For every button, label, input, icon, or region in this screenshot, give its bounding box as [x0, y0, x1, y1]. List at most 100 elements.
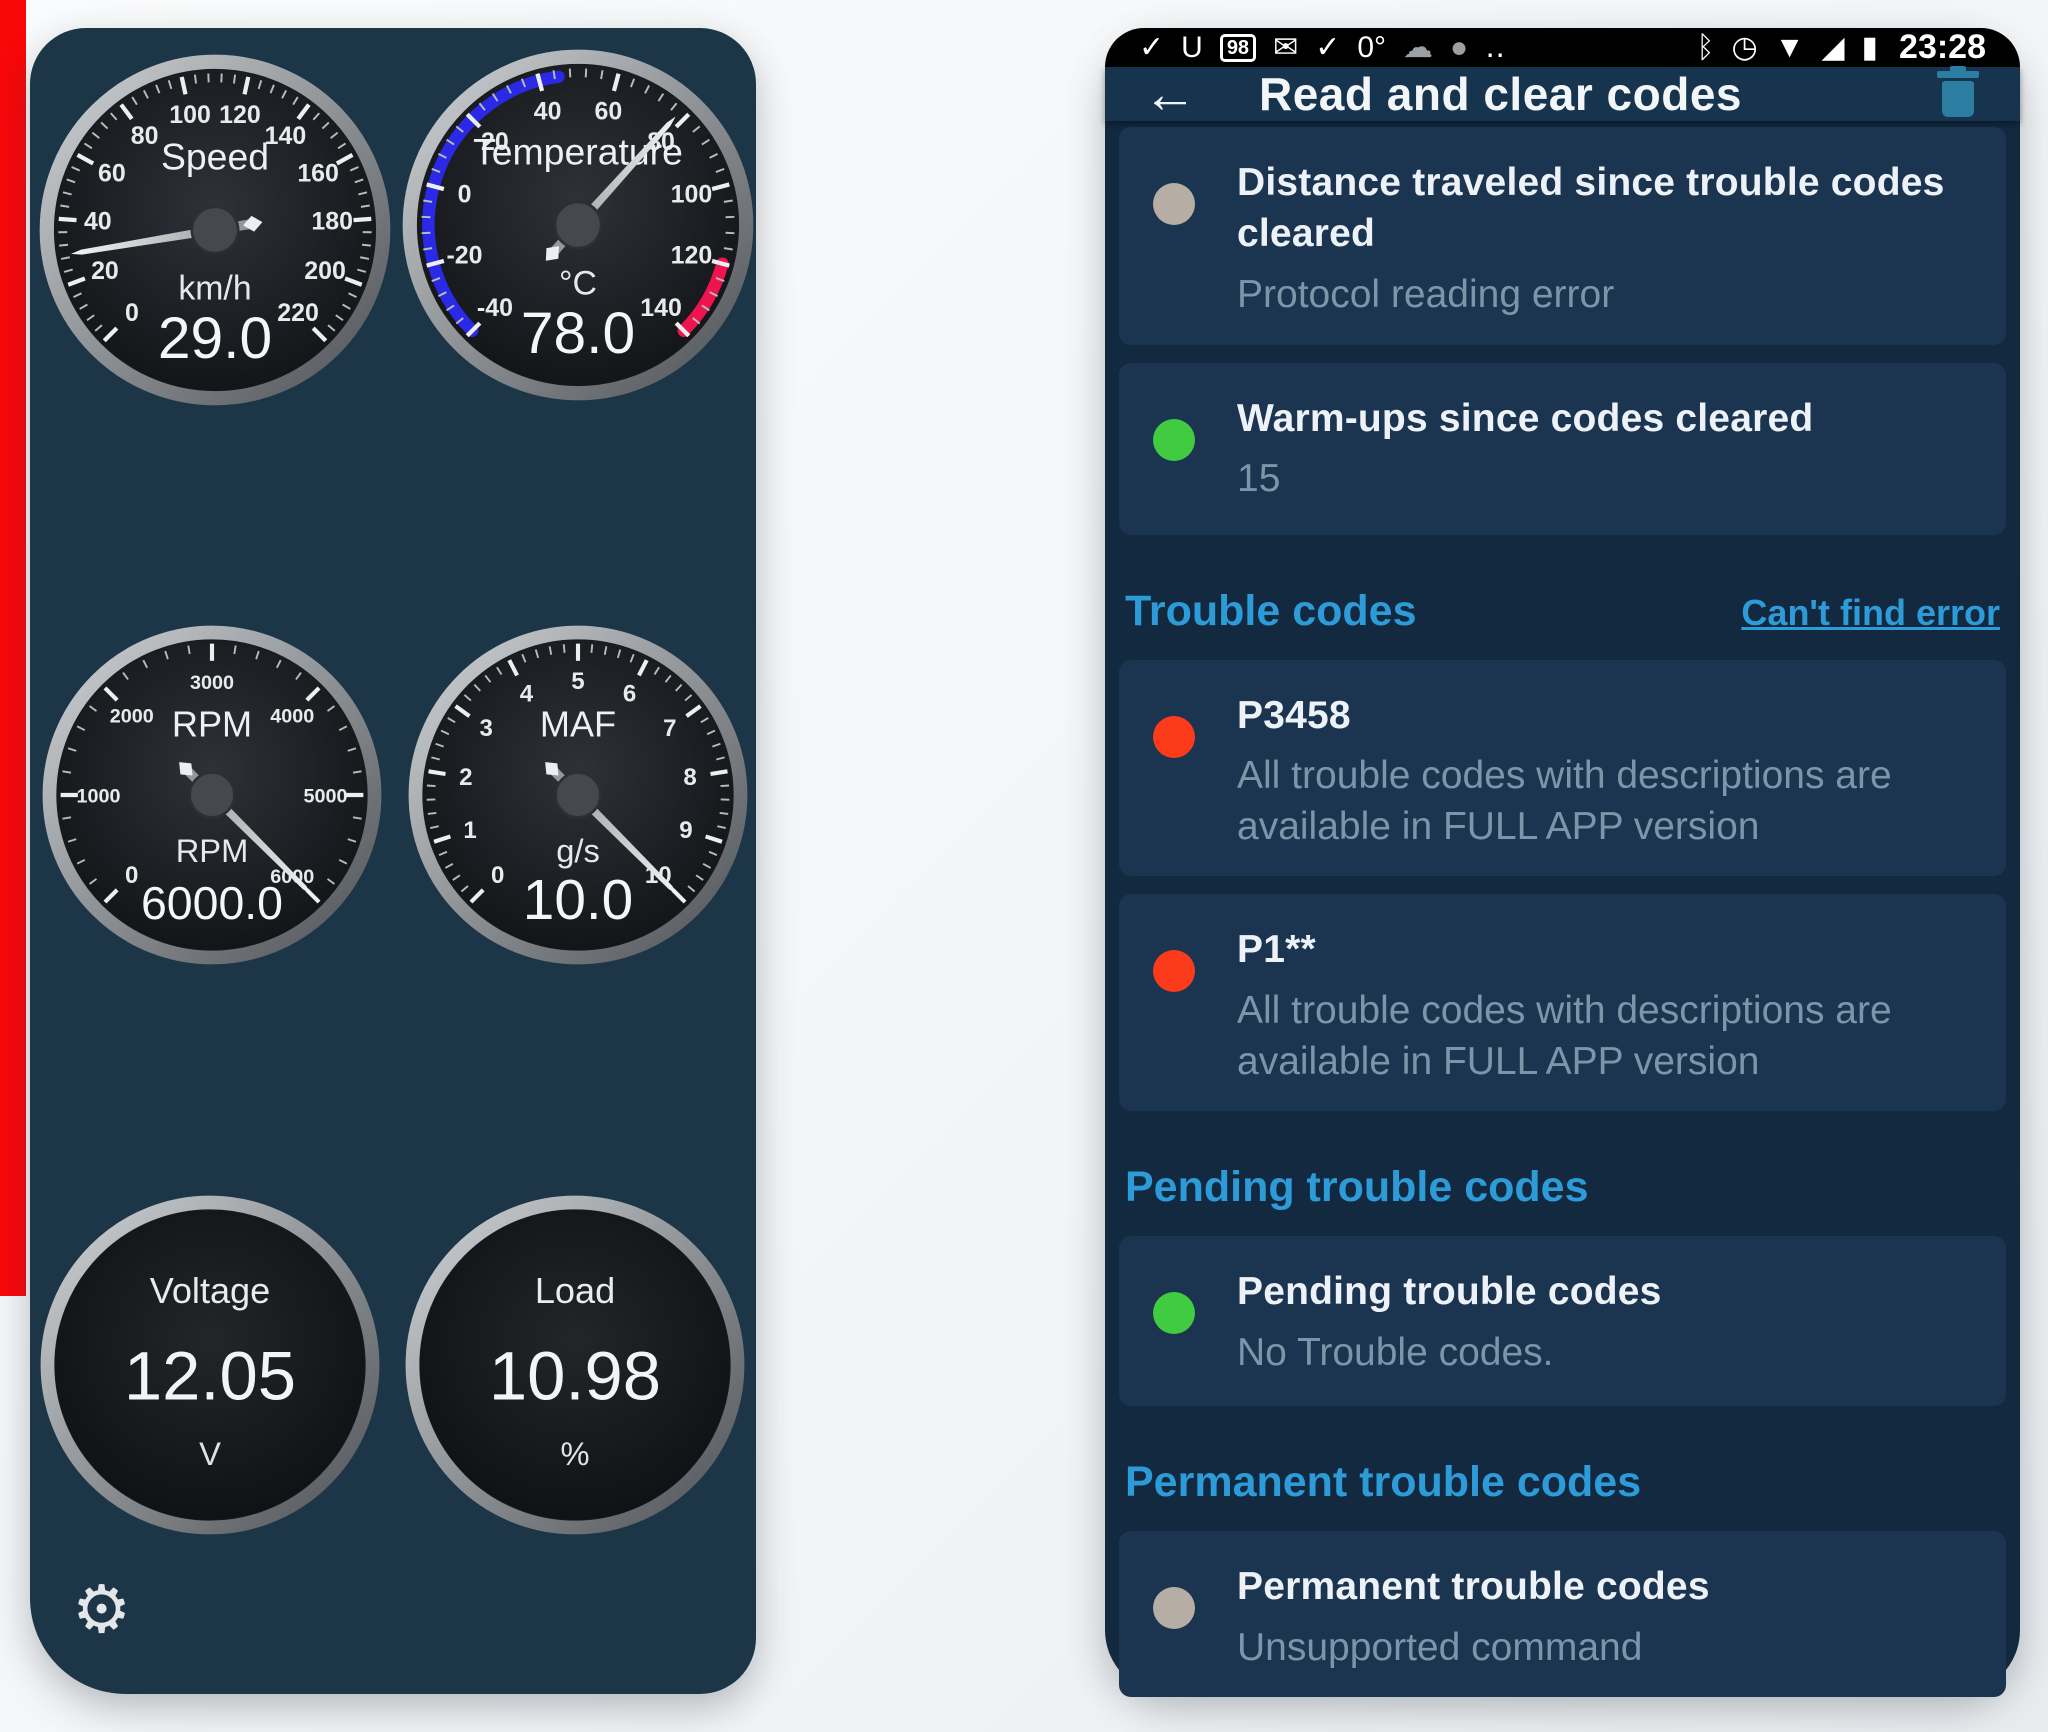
svg-text:4: 4: [520, 681, 534, 708]
item-title: P3458: [1237, 693, 1351, 737]
svg-text:%: %: [560, 1435, 589, 1472]
svg-text:200: 200: [304, 257, 346, 285]
svg-text:6000.0: 6000.0: [141, 877, 283, 929]
item-title: Distance traveled since trouble codes cl…: [1237, 161, 1945, 256]
maf-gauge[interactable]: 012345678910MAFg/s10.0: [406, 623, 750, 967]
svg-text:2: 2: [459, 764, 472, 791]
status-dot: [1153, 1587, 1195, 1630]
status-dot: [1153, 715, 1195, 758]
codes-panel: ✓ U 98 ✉ ✓ 0° ☁ ● ‥ ᛒ ◷ ▼ ◢ ▮ 23:28 ← Read and clear…: [1105, 28, 2020, 1698]
overflow-dots-icon: ‥: [1485, 30, 1506, 64]
codes-list: Distance traveled since trouble codes cl…: [1105, 121, 2020, 1715]
status-dot: [1153, 1292, 1195, 1335]
temperature-gauge[interactable]: -40 -20 0 20 40 60 80 100 120 140 Temperature °C 78.…: [400, 47, 756, 403]
item-subtitle: Unsupported command: [1237, 1625, 1643, 1669]
svg-text:0: 0: [491, 862, 504, 889]
system-status-icons: ᛒ ◷ ▼ ◢ ▮ 23:28: [1697, 28, 1986, 67]
svg-text:20: 20: [91, 257, 119, 285]
speed-gauge[interactable]: 0 20 40 60 80 100 120 140 160 180 200 220 Speed km/h 2…: [37, 52, 393, 408]
svg-text:RPM: RPM: [172, 704, 252, 745]
svg-text:V: V: [199, 1435, 221, 1472]
svg-text:40: 40: [534, 98, 562, 126]
item-subtitle: No Trouble codes.: [1237, 1330, 1554, 1374]
svg-text:220: 220: [277, 299, 319, 327]
svg-text:5000: 5000: [304, 786, 348, 808]
cloud-icon: ☁: [1403, 30, 1434, 64]
svg-text:3000: 3000: [190, 672, 234, 694]
signal-icon: ◢: [1821, 30, 1845, 64]
item-title: Permanent trouble codes: [1237, 1565, 1710, 1609]
wifi-icon: ▼: [1774, 30, 1805, 64]
settings-gear-icon[interactable]: ⚙: [72, 1572, 132, 1646]
list-item-code-p3458[interactable]: P3458 All trouble codes with description…: [1119, 659, 2006, 877]
obd-plug-icon-2: ✓: [1315, 30, 1341, 64]
svg-text:°C: °C: [559, 264, 597, 302]
svg-text:29.0: 29.0: [158, 306, 272, 371]
svg-text:9: 9: [679, 817, 692, 844]
svg-text:km/h: km/h: [178, 269, 251, 307]
status-dot: [1153, 418, 1195, 461]
cant-find-error-link[interactable]: Can't find error: [1741, 591, 2000, 633]
item-title: Pending trouble codes: [1237, 1270, 1662, 1314]
list-item-pending[interactable]: Pending trouble codes No Trouble codes.: [1119, 1236, 2006, 1407]
item-subtitle: Protocol reading error: [1237, 272, 1615, 316]
svg-text:Temperature: Temperature: [473, 130, 683, 172]
svg-text:8: 8: [683, 764, 696, 791]
section-header-trouble-codes: Trouble codes: [1125, 586, 1417, 635]
battery-icon: ▮: [1861, 30, 1879, 64]
status-dot: [1153, 183, 1195, 225]
svg-text:120: 120: [219, 101, 261, 129]
item-subtitle: 15: [1237, 457, 1281, 501]
svg-text:10.98: 10.98: [489, 1337, 661, 1414]
svg-text:6: 6: [623, 681, 636, 708]
svg-text:Speed: Speed: [161, 135, 269, 177]
svg-text:0: 0: [125, 299, 139, 327]
svg-text:78.0: 78.0: [521, 301, 635, 366]
dashboard-panel: 0 20 40 60 80 100 120 140 160 180 200 220 Speed km/h 2…: [30, 28, 756, 1694]
item-title: Warm-ups since codes cleared: [1237, 396, 1814, 440]
svg-text:1: 1: [463, 817, 476, 844]
list-item-warmups[interactable]: Warm-ups since codes cleared 15: [1119, 362, 2006, 535]
item-subtitle: All trouble codes with descriptions are …: [1237, 754, 1892, 848]
svg-text:100: 100: [169, 101, 211, 129]
section-header-permanent: Permanent trouble codes: [1125, 1458, 1642, 1507]
trash-icon[interactable]: [1937, 66, 1979, 117]
list-item-code-p1[interactable]: P1** All trouble codes with descriptions…: [1119, 894, 2006, 1112]
svg-text:80: 80: [131, 122, 159, 150]
svg-text:12.05: 12.05: [124, 1337, 296, 1414]
svg-text:10.0: 10.0: [523, 869, 633, 932]
item-subtitle: All trouble codes with descriptions are …: [1237, 988, 1892, 1083]
svg-text:3: 3: [479, 715, 492, 742]
list-item-distance[interactable]: Distance traveled since trouble codes cl…: [1119, 127, 2006, 345]
svg-text:60: 60: [98, 160, 126, 188]
svg-text:1000: 1000: [76, 786, 120, 808]
svg-text:2000: 2000: [110, 705, 154, 727]
svg-text:4000: 4000: [270, 705, 314, 727]
notification-icons: ✓ U 98 ✉ ✓ 0° ☁ ● ‥: [1139, 30, 1506, 64]
status-dot: [1153, 950, 1195, 993]
svg-text:60: 60: [595, 98, 623, 126]
svg-text:0: 0: [125, 862, 138, 889]
alarm-icon: ◷: [1731, 30, 1758, 64]
section-header-pending: Pending trouble codes: [1125, 1163, 1589, 1212]
svg-text:20: 20: [481, 128, 509, 156]
svg-text:-40: -40: [477, 294, 513, 322]
voltage-gauge[interactable]: Voltage 12.05 V: [38, 1193, 382, 1537]
svg-text:g/s: g/s: [556, 832, 600, 869]
rpm-gauge[interactable]: 0100020003000400050006000RPMRPM6000.0: [40, 623, 384, 967]
svg-text:120: 120: [671, 241, 713, 269]
clock-text: 23:28: [1899, 28, 1986, 66]
svg-text:7: 7: [663, 715, 676, 742]
svg-text:Load: Load: [535, 1270, 615, 1311]
svg-text:Voltage: Voltage: [150, 1270, 270, 1311]
code-98-icon: 98: [1219, 33, 1257, 62]
svg-text:40: 40: [84, 208, 112, 236]
back-arrow-icon[interactable]: ←: [1143, 64, 1197, 124]
page-title: Read and clear codes: [1259, 68, 1742, 120]
list-item-permanent[interactable]: Permanent trouble codes Unsupported comm…: [1119, 1531, 2006, 1698]
svg-text:5: 5: [571, 668, 584, 695]
load-gauge[interactable]: Load 10.98%: [403, 1193, 747, 1537]
moon-icon: ●: [1450, 30, 1469, 64]
mail-icon: ✉: [1273, 30, 1299, 64]
